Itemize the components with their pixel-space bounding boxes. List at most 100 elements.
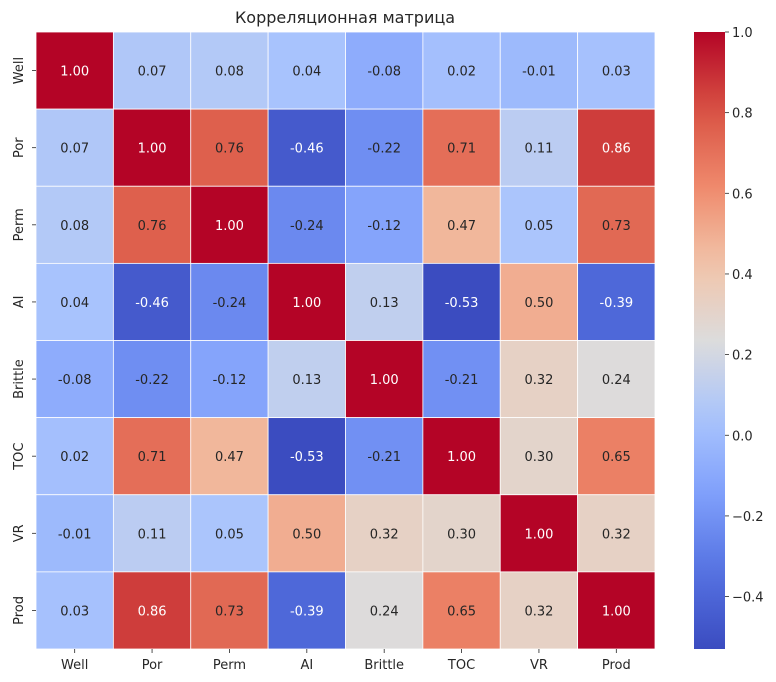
heatmap-cell <box>345 340 424 419</box>
cell-value-label: 0.76 <box>215 142 244 157</box>
cell-value-label: 1.00 <box>215 219 244 234</box>
cell-value-label: 0.07 <box>60 142 89 157</box>
cell-value-label: 0.73 <box>215 604 244 619</box>
cell-value-label: 0.05 <box>524 219 553 234</box>
x-tick-label: Brittle <box>364 658 404 673</box>
heatmap-cell <box>422 494 501 573</box>
cell-value-label: 0.86 <box>602 142 631 157</box>
heatmap-cell <box>577 108 656 187</box>
cell-value-label: 0.11 <box>524 142 553 157</box>
cell-value-label: -0.39 <box>599 296 633 311</box>
heatmap-cell <box>499 108 579 187</box>
cell-value-label: 1.00 <box>602 604 631 619</box>
heatmap-cell <box>35 494 114 573</box>
heatmap-cell <box>190 494 269 573</box>
cell-value-label: 0.02 <box>447 65 476 80</box>
heatmap-cell <box>112 417 192 496</box>
x-tick-label: VR <box>530 658 548 673</box>
cell-value-label: 1.00 <box>524 527 553 542</box>
x-tick-label: TOC <box>447 658 475 673</box>
colorbar-tick-label: 0.6 <box>732 187 753 202</box>
y-tick-label: Perm <box>12 208 27 241</box>
cell-value-label: 1.00 <box>447 450 476 465</box>
heatmap-cell <box>190 340 269 419</box>
heatmap-cell <box>422 340 501 419</box>
cell-value-label: 0.65 <box>602 450 631 465</box>
cell-value-label: -0.53 <box>445 296 479 311</box>
colorbar: −0.4 −0.2 0.0 0.2 0.4 0.6 0.8 1.0 <box>694 26 764 649</box>
x-tick-label: Prod <box>602 658 631 673</box>
heatmap-cell <box>577 31 656 110</box>
heatmap-cells: 1.00 0.07 0.08 0.04 -0.08 0.02 -0.01 0.03 0.07 1.… <box>35 31 656 650</box>
cell-value-label: -0.21 <box>445 373 479 388</box>
heatmap-cell <box>422 185 501 264</box>
cell-value-label: -0.53 <box>290 450 324 465</box>
heatmap-cell <box>190 185 269 264</box>
cell-value-label: -0.01 <box>522 65 556 80</box>
cell-value-label: -0.12 <box>213 373 247 388</box>
heatmap-cell <box>345 417 424 496</box>
colorbar-tick-label: −0.2 <box>732 510 764 525</box>
cell-value-label: -0.24 <box>290 219 324 234</box>
cell-value-label: 0.86 <box>138 604 167 619</box>
cell-value-label: 0.32 <box>602 527 631 542</box>
x-tick-label: Por <box>142 658 163 673</box>
cell-value-label: 0.50 <box>524 296 553 311</box>
y-tick-label: AI <box>12 296 27 309</box>
cell-value-label: 0.30 <box>524 450 553 465</box>
heatmap-cell <box>499 340 579 419</box>
y-tick-label: Por <box>12 137 27 158</box>
cell-value-label: -0.46 <box>135 296 169 311</box>
heatmap-cell <box>577 417 656 496</box>
cell-value-label: 0.05 <box>215 527 244 542</box>
colorbar-tick-label: 0.0 <box>732 429 753 444</box>
heatmap-cell <box>345 571 424 650</box>
cell-value-label: 0.32 <box>524 373 553 388</box>
heatmap-cell <box>422 31 501 110</box>
heatmap-cell <box>499 494 579 573</box>
cell-value-label: 0.30 <box>447 527 476 542</box>
cell-value-label: 0.08 <box>60 219 89 234</box>
cell-value-label: -0.22 <box>135 373 169 388</box>
heatmap-cell <box>577 340 656 419</box>
heatmap-cell <box>267 340 346 419</box>
cell-value-label: 0.04 <box>60 296 89 311</box>
x-tick-label: Well <box>61 658 88 673</box>
colorbar-tick-label: −0.4 <box>732 591 764 606</box>
cell-value-label: -0.22 <box>367 142 401 157</box>
cell-value-label: -0.21 <box>367 450 401 465</box>
cell-value-label: -0.01 <box>58 527 92 542</box>
cell-value-label: -0.39 <box>290 604 324 619</box>
heatmap-cell <box>35 262 114 341</box>
cell-value-label: 0.71 <box>447 142 476 157</box>
heatmap-cell <box>190 417 269 496</box>
heatmap-cell <box>267 262 346 341</box>
heatmap-cell <box>499 185 579 264</box>
colorbar-tick-label: 0.2 <box>732 349 753 364</box>
cell-value-label: 0.03 <box>602 65 631 80</box>
heatmap-cell <box>112 494 192 573</box>
cell-value-label: 1.00 <box>60 65 89 80</box>
cell-value-label: 0.11 <box>138 527 167 542</box>
heatmap-cell <box>499 417 579 496</box>
heatmap-cell <box>345 185 424 264</box>
heatmap-cell <box>577 185 656 264</box>
y-tick-label: Well <box>12 57 27 84</box>
heatmap-cell <box>422 108 501 187</box>
y-tick-label: TOC <box>12 443 27 471</box>
cell-value-label: 0.24 <box>602 373 631 388</box>
heatmap-cell <box>190 31 269 110</box>
heatmap-cell <box>35 31 114 110</box>
cell-value-label: 0.50 <box>292 527 321 542</box>
cell-value-label: 1.00 <box>292 296 321 311</box>
heatmap-cell <box>345 494 424 573</box>
cell-value-label: -0.08 <box>367 65 401 80</box>
colorbar-gradient <box>694 32 725 649</box>
cell-value-label: 0.02 <box>60 450 89 465</box>
chart-title: Корреляционная матрица <box>235 8 455 27</box>
colorbar-tick-label: 0.4 <box>732 268 753 283</box>
heatmap-cell <box>499 262 579 341</box>
cell-value-label: 0.32 <box>370 527 399 542</box>
heatmap-cell <box>190 262 269 341</box>
